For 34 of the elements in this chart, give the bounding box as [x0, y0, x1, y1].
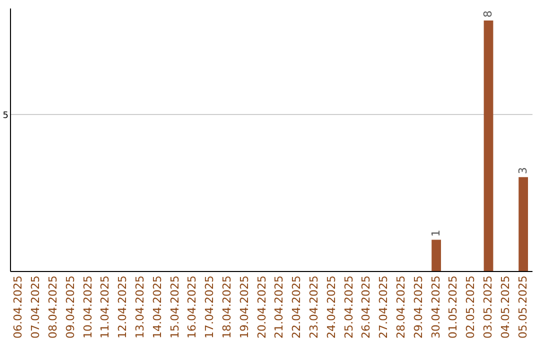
x-tick-label: 09.04.2025: [64, 276, 77, 338]
x-tick-label: 10.04.2025: [81, 276, 94, 338]
x-tick-label: 19.04.2025: [238, 276, 251, 338]
x-tick-label: 04.05.2025: [498, 276, 512, 338]
x-tick-label: 30.04.2025: [429, 276, 442, 338]
data-label: 1: [429, 230, 442, 237]
x-tick-label: 27.04.2025: [377, 276, 390, 338]
x-tick-label: 22.04.2025: [290, 276, 304, 338]
x-tick-label: 14.04.2025: [150, 276, 164, 338]
x-tick-label: 17.04.2025: [203, 276, 216, 338]
data-label: 8: [482, 10, 494, 18]
x-tick-label: 15.04.2025: [168, 276, 182, 338]
x-tick-label: 25.04.2025: [342, 276, 356, 338]
x-tick-label: 12.04.2025: [116, 276, 130, 338]
x-tick-label: 28.04.2025: [394, 276, 408, 338]
x-tick-label: 29.04.2025: [412, 276, 425, 338]
x-tick-label: 16.04.2025: [186, 276, 199, 338]
x-tick-label: 01.05.2025: [446, 276, 460, 338]
x-tick-label: 08.04.2025: [46, 276, 60, 338]
x-tick-label: 13.04.2025: [134, 276, 146, 338]
x-tick-label: 05.05.2025: [516, 276, 530, 338]
x-tick-label: 23.04.2025: [308, 276, 320, 338]
x-tick-label: 20.04.2025: [255, 276, 268, 338]
x-tick-label: 18.04.2025: [220, 276, 234, 338]
x-tick-label: 26.04.2025: [360, 276, 373, 338]
x-tick-label: 07.04.2025: [29, 276, 42, 338]
data-label: 3: [516, 167, 530, 174]
x-tick-label: 24.04.2025: [324, 276, 338, 338]
y-tick-label: 5: [2, 110, 8, 121]
x-tick-label: 11.04.2025: [98, 276, 112, 338]
x-tick-label: 03.05.2025: [482, 276, 494, 338]
x-tick-label: 21.04.2025: [272, 276, 286, 338]
x-tick-label: 06.04.2025: [12, 276, 25, 338]
x-tick-label: 02.05.2025: [464, 276, 478, 338]
